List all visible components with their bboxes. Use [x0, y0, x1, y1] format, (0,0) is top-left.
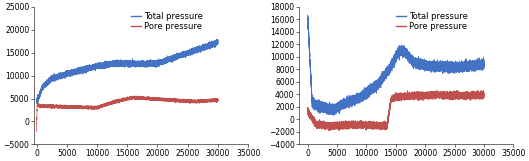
Legend: Total pressure, Pore pressure: Total pressure, Pore pressure: [128, 8, 206, 35]
Legend: Total pressure, Pore pressure: Total pressure, Pore pressure: [393, 8, 471, 35]
